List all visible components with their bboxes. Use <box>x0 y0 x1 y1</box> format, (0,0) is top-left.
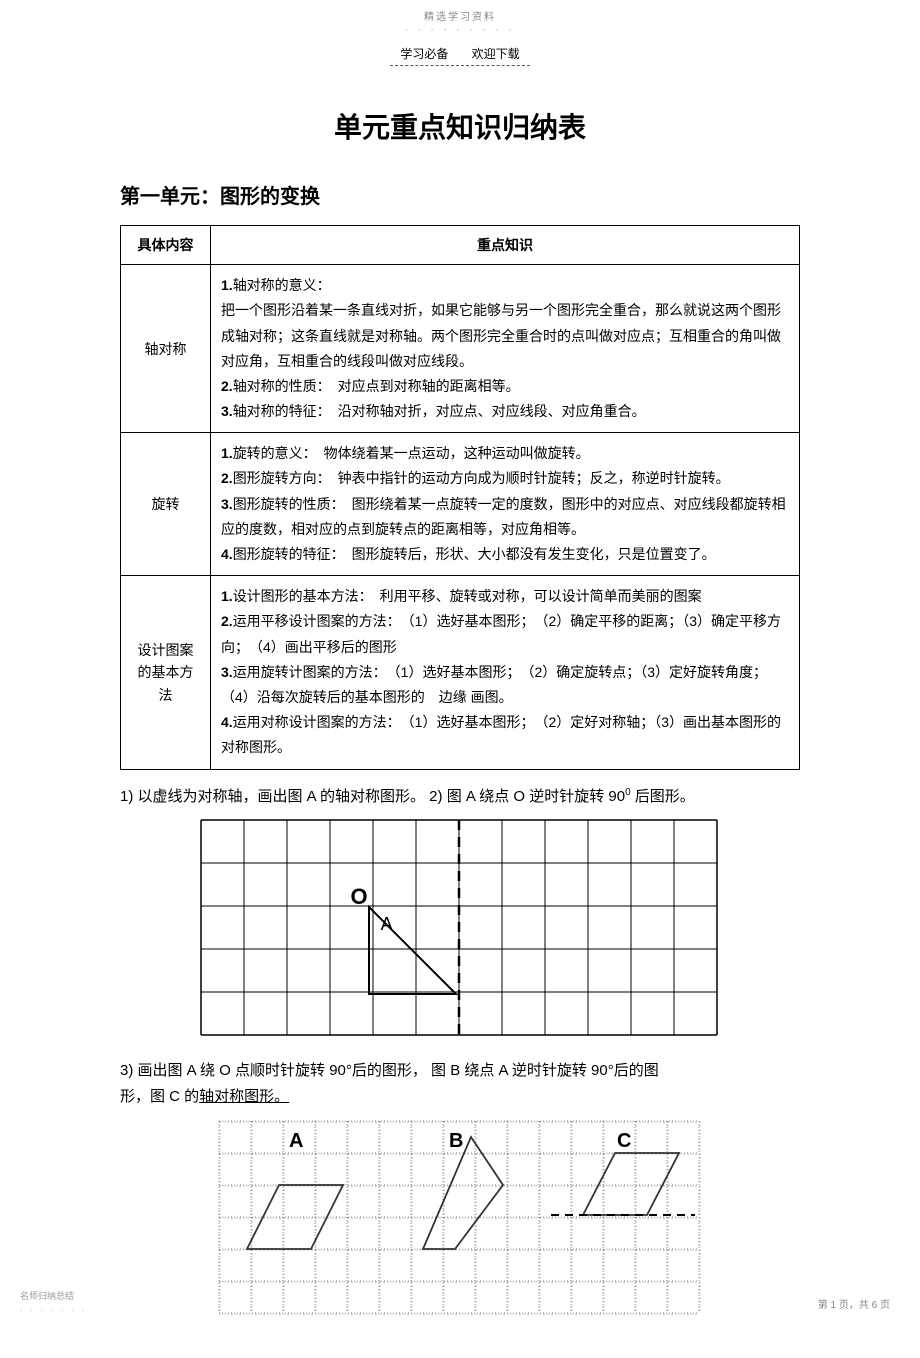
unit-title: 第一单元：图形的变换 <box>120 181 800 213</box>
svg-text:O: O <box>351 884 368 909</box>
row-body: 1.旋转的意义： 物体绕着某一点运动，这种运动叫做旋转。2.图形旋转方向： 钟表… <box>211 433 800 576</box>
grid-figure-2: A B C <box>120 1119 800 1323</box>
grid-figure-1: OA <box>120 819 800 1044</box>
table-head-col1: 具体内容 <box>121 225 211 264</box>
sub-header-underline <box>390 64 530 66</box>
svg-text:A: A <box>289 1130 303 1152</box>
knowledge-table: 具体内容 重点知识 轴对称 1.轴对称的意义：把一个图形沿着某一条直线对折，如果… <box>120 225 800 770</box>
svg-text:C: C <box>617 1130 631 1152</box>
row-label: 旋转 <box>121 433 211 576</box>
svg-text:A: A <box>381 914 393 934</box>
table-row: 旋转 1.旋转的意义： 物体绕着某一点运动，这种运动叫做旋转。2.图形旋转方向：… <box>121 433 800 576</box>
q3-line1: 3) 画出图 A 绕 O 点顺时针旋转 90°后的图形， 图 B 绕点 A 逆时… <box>120 1062 659 1079</box>
page-title: 单元重点知识归纳表 <box>120 106 800 151</box>
question-1-2: 1) 以虚线为对称轴，画出图 A 的轴对称图形。 2) 图 A 绕点 O 逆时针… <box>120 784 800 810</box>
table-row: 轴对称 1.轴对称的意义：把一个图形沿着某一条直线对折，如果它能够与另一个图形完… <box>121 265 800 433</box>
row-body: 1.轴对称的意义：把一个图形沿着某一条直线对折，如果它能够与另一个图形完全重合，… <box>211 265 800 433</box>
table-head-col2: 重点知识 <box>211 225 800 264</box>
grid2-svg: A B C <box>217 1119 703 1317</box>
sub-header-right: 欢迎下载 <box>472 47 520 61</box>
top-header-dots: - - - - - - - - - <box>0 24 920 37</box>
q1-suffix: 后图形。 <box>631 788 695 805</box>
row-label: 轴对称 <box>121 265 211 433</box>
q3-line2-prefix: 形，图 C 的 <box>120 1088 199 1105</box>
row-body: 1.设计图形的基本方法： 利用平移、旋转或对称，可以设计简单而美丽的图案2.运用… <box>211 576 800 769</box>
sub-header-left: 学习必备 <box>400 47 448 61</box>
table-row: 设计图案的基本方法 1.设计图形的基本方法： 利用平移、旋转或对称，可以设计简单… <box>121 576 800 769</box>
q3-line2-underlined: 轴对称图形。 <box>199 1088 289 1105</box>
sub-header: 学习必备 欢迎下载 <box>0 45 920 64</box>
question-3: 3) 画出图 A 绕 O 点顺时针旋转 90°后的图形， 图 B 绕点 A 逆时… <box>120 1058 800 1109</box>
footer-left: 名师归纳总结 - - - - - - - <box>20 1289 87 1318</box>
footer-right: 第 1 页，共 6 页 <box>818 1298 890 1314</box>
svg-text:B: B <box>449 1130 463 1152</box>
row-label: 设计图案的基本方法 <box>121 576 211 769</box>
grid1-svg: OA <box>200 819 720 1038</box>
q1-text: 1) 以虚线为对称轴，画出图 A 的轴对称图形。 2) 图 A 绕点 O 逆时针… <box>120 788 625 805</box>
